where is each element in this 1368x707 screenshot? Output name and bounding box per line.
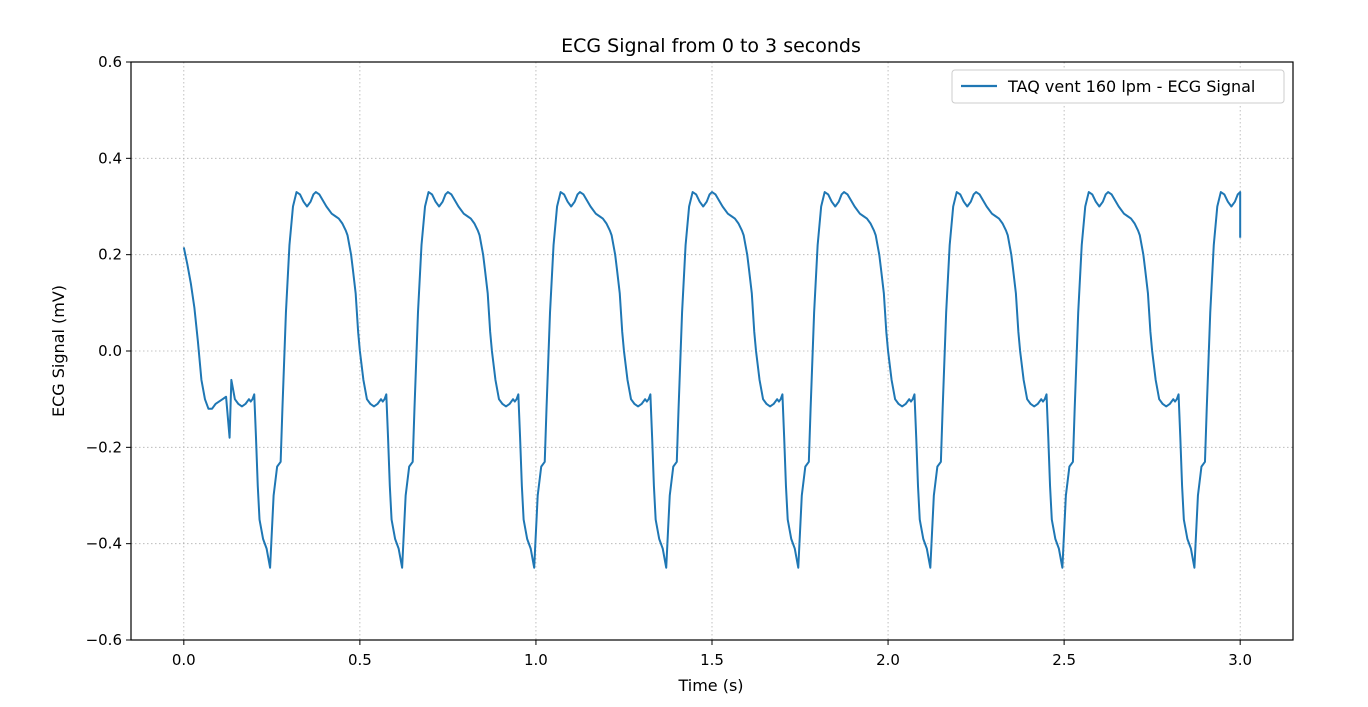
x-axis-ticks: 0.0 0.5 1.0 1.5 2.0 2.5 3.0 (172, 640, 1252, 669)
x-tick-label: 1.5 (700, 651, 724, 669)
x-axis-label: Time (s) (677, 676, 743, 695)
y-tick-label: 0.6 (98, 53, 122, 71)
y-tick-label: 0.0 (98, 342, 122, 360)
legend-box (951, 69, 1285, 104)
y-tick-label: −0.4 (86, 535, 122, 553)
y-tick-label: 0.2 (98, 246, 122, 264)
x-tick-label: 3.0 (1228, 651, 1252, 669)
series-layer (182, 191, 1242, 569)
legend-label: TAQ vent 160 lpm - ECG Signal (1007, 77, 1255, 96)
chart-title: ECG Signal from 0 to 3 seconds (561, 35, 861, 57)
x-tick-label: 1.0 (524, 651, 548, 669)
legend: TAQ vent 160 lpm - ECG Signal (951, 69, 1285, 104)
x-tick-label: 2.5 (1052, 651, 1076, 669)
series-line (182, 191, 1242, 569)
y-axis-ticks: −0.6 −0.4 −0.2 0.0 0.2 0.4 0.6 (86, 53, 131, 649)
y-tick-label: −0.6 (86, 631, 122, 649)
y-axis-label: ECG Signal (mV) (49, 285, 68, 417)
y-tick-label: −0.2 (86, 438, 122, 456)
grid-lines (131, 62, 1293, 640)
x-tick-label: 0.5 (348, 651, 372, 669)
x-tick-label: 0.0 (172, 651, 196, 669)
y-tick-label: 0.4 (98, 149, 122, 167)
x-tick-label: 2.0 (876, 651, 900, 669)
